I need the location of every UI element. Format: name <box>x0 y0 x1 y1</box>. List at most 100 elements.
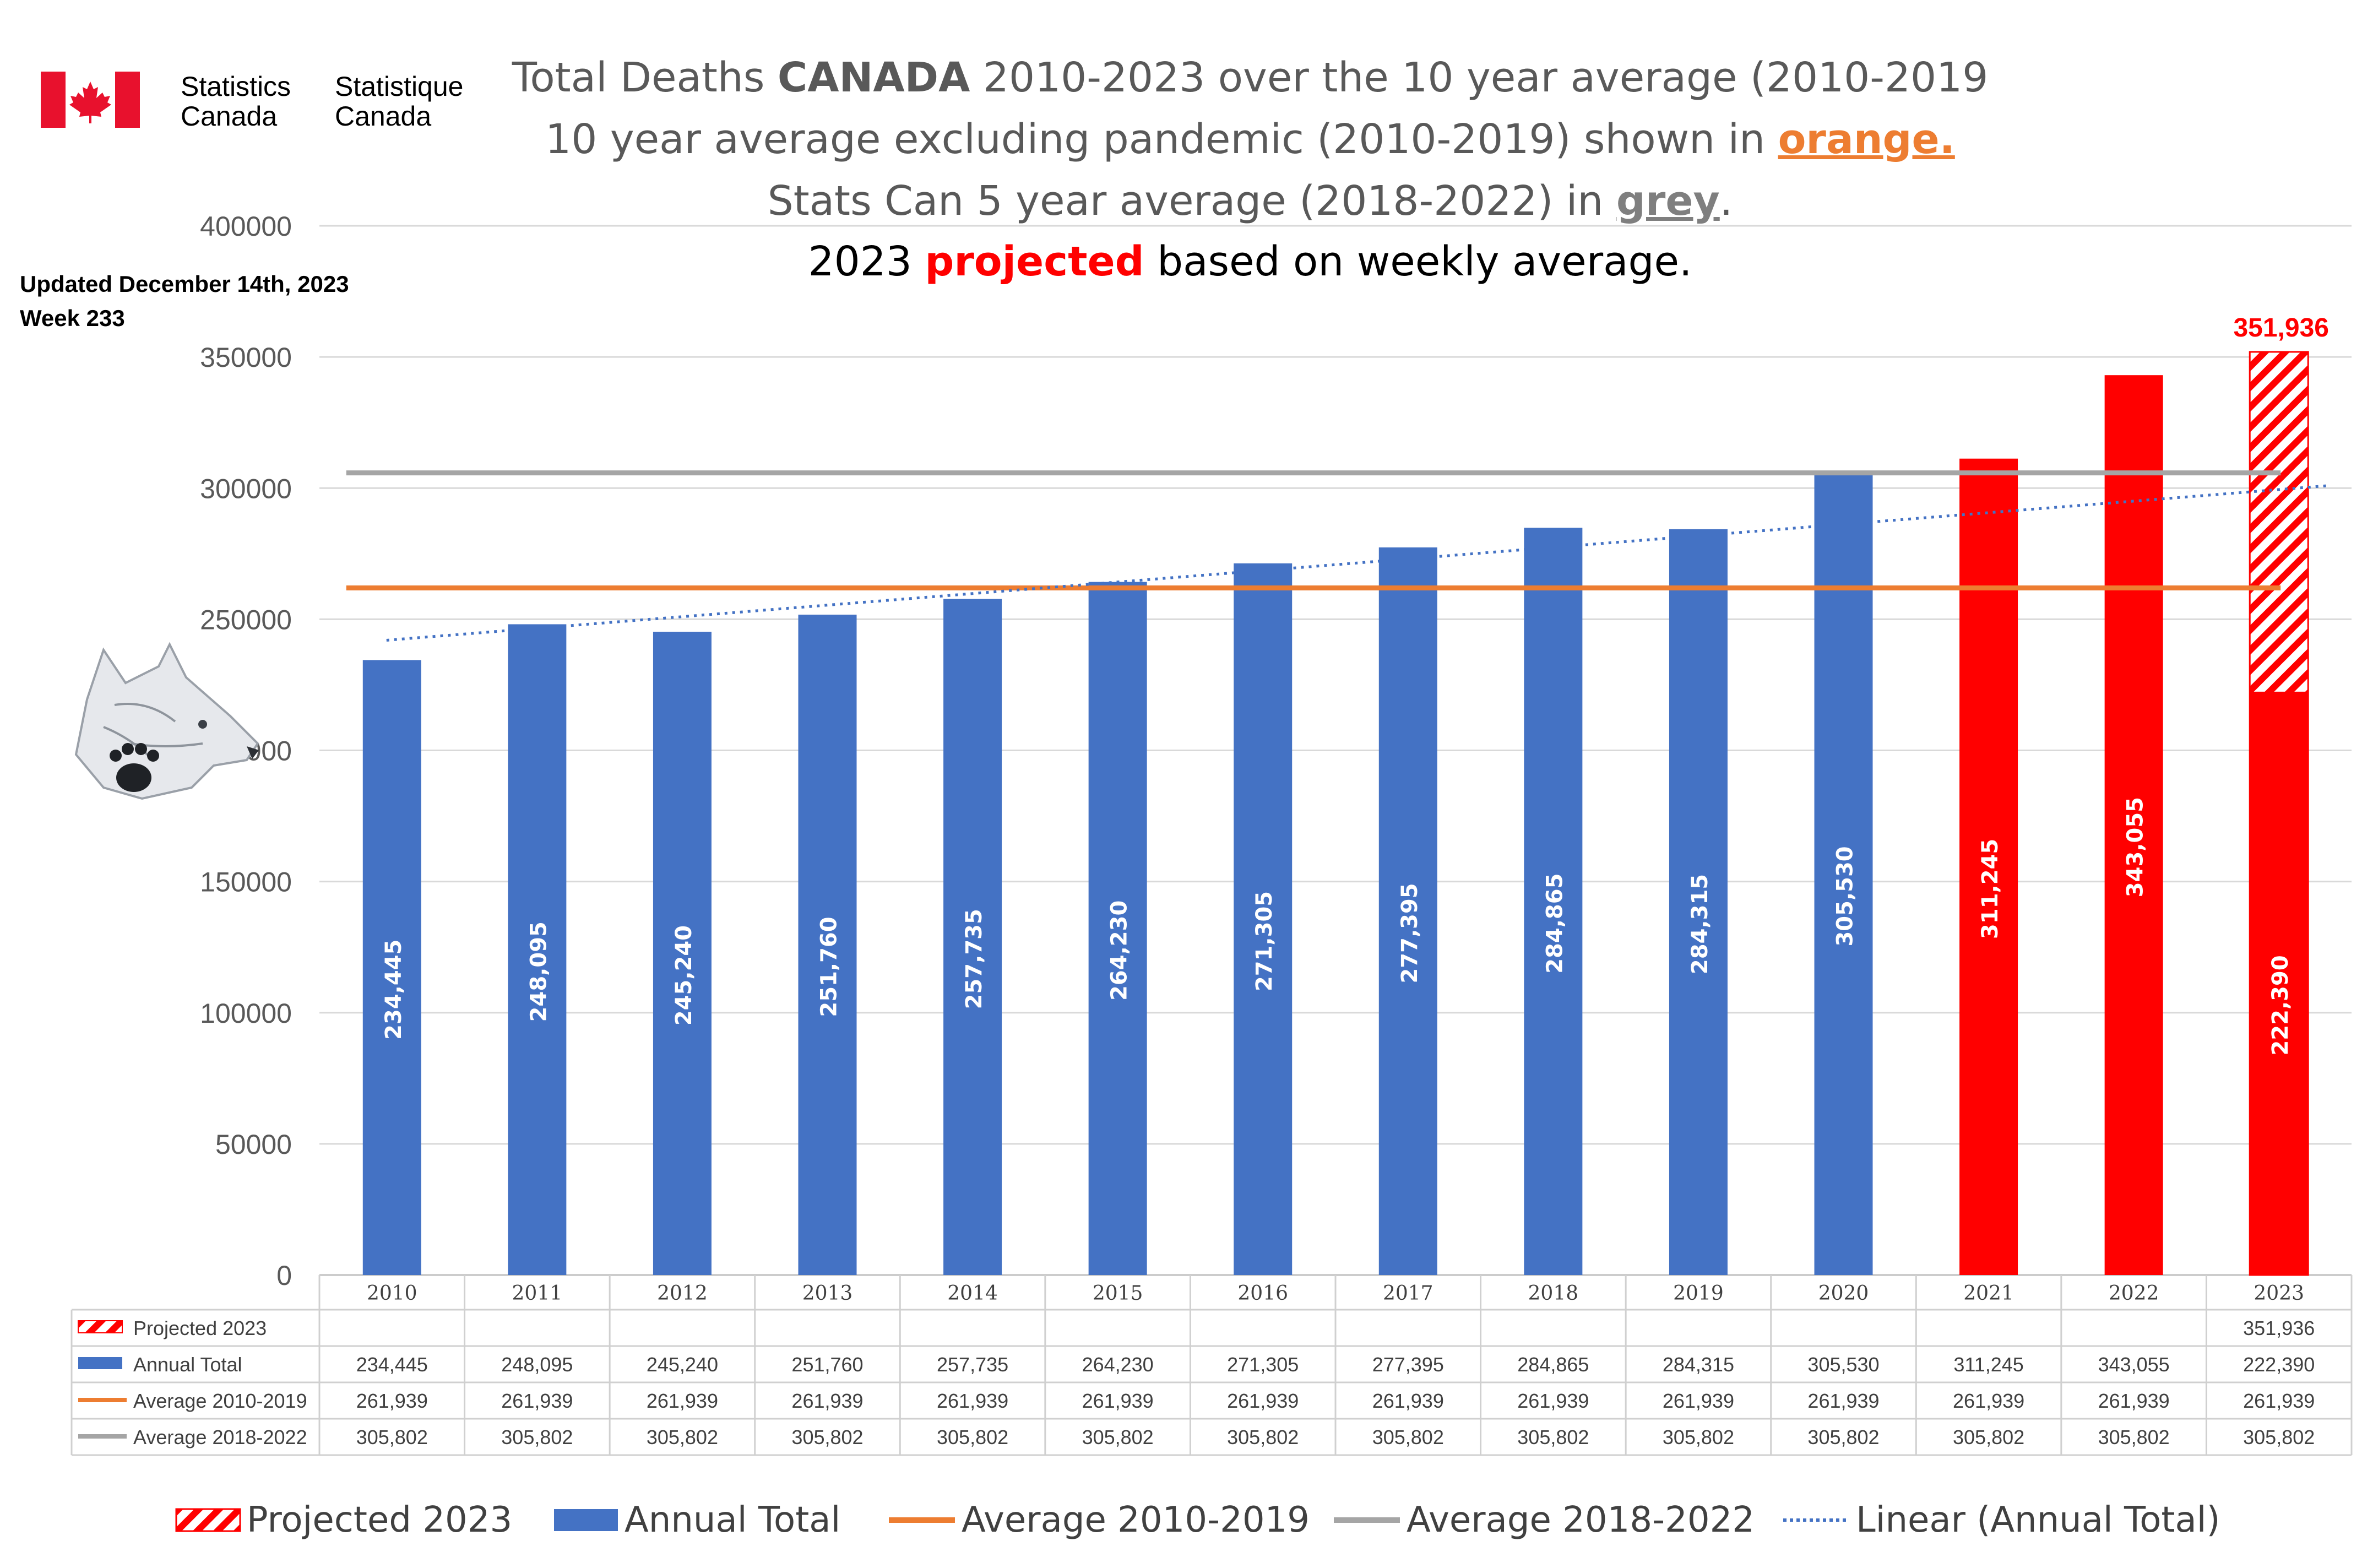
gridlines <box>319 225 2352 1276</box>
table-cell: 261,939 <box>2243 1390 2315 1412</box>
legend-label-projected: Projected 2023 <box>247 1500 513 1540</box>
y-tick-label: 250000 <box>200 604 292 635</box>
x-tick-label: 2018 <box>1528 1282 1579 1305</box>
table-cell: 261,939 <box>647 1390 718 1412</box>
title-line-3-start: Stats Can 5 year average (2018-2022) in <box>767 177 1616 225</box>
bars <box>362 351 2309 1276</box>
bar-value-label: 248,095 <box>526 921 551 1022</box>
bar-value-label: 222,390 <box>2268 955 2293 1055</box>
table-cell: 305,802 <box>1372 1426 1444 1448</box>
table-cell: 261,939 <box>1953 1390 2024 1412</box>
bar-value-label: 257,735 <box>962 909 987 1009</box>
legend: Projected 2023 Annual Total Average 2010… <box>0 1495 2362 1545</box>
bar-value-label: 343,055 <box>2123 797 2148 897</box>
y-tick-label: 0 <box>276 1260 292 1291</box>
bar-2016 <box>1234 563 1293 1275</box>
title-line-2-start: 10 year average excluding pandemic (2010… <box>545 116 1778 163</box>
legend-label-avg-5yr: Average 2018-2022 <box>1407 1500 1755 1540</box>
title-line-3-end: . <box>1719 177 1733 225</box>
table-cell: 305,802 <box>1663 1426 1734 1448</box>
x-tick-label: 2015 <box>1093 1282 1143 1305</box>
statcan-en-line2: Canada <box>181 101 278 132</box>
table-cell: 305,802 <box>1517 1426 1589 1448</box>
table-row-header: Projected 2023 <box>133 1317 267 1339</box>
bar-2019 <box>1669 529 1728 1275</box>
updated-date: Updated December 14th, 2023 <box>20 271 349 297</box>
y-axis-ticks: 0500001000001500002000002500003000003500… <box>200 211 292 1291</box>
statcan-english-wordmark: Statistics Canada <box>181 72 291 131</box>
table-cell: 351,936 <box>2243 1317 2315 1339</box>
table-cell: 261,939 <box>501 1390 573 1412</box>
table-cell: 251,760 <box>791 1353 863 1376</box>
bar-2020 <box>1814 473 1873 1276</box>
x-tick-label: 2016 <box>1237 1282 1288 1305</box>
x-tick-label: 2012 <box>657 1282 708 1305</box>
table-cell: 284,865 <box>1517 1353 1589 1376</box>
bar-value-label: 234,445 <box>381 940 406 1040</box>
chart-plot-area: 0500001000001500002000002500003000003500… <box>70 211 2353 1456</box>
title-line-2: 10 year average excluding pandemic (2010… <box>479 116 2021 163</box>
title-line-1-end: 2010-2023 over the 10 year average (2010… <box>970 54 1989 101</box>
canada-flag-icon <box>41 72 140 128</box>
table-cell: 305,802 <box>356 1426 428 1448</box>
table-cell: 284,315 <box>1663 1353 1734 1376</box>
table-cell: 311,245 <box>1953 1353 2023 1376</box>
average-lines <box>346 470 2331 642</box>
x-tick-label: 2013 <box>802 1282 853 1305</box>
projected-2023-label: 351,936 <box>2233 313 2329 343</box>
x-tick-label: 2011 <box>512 1282 563 1305</box>
title-line-3: Stats Can 5 year average (2018-2022) in … <box>479 177 2021 225</box>
table-cell: 234,445 <box>356 1353 428 1376</box>
wolf-watermark-icon <box>74 642 259 800</box>
legend-swatch-dotted-line <box>1783 1518 1849 1522</box>
legend-label-annual: Annual Total <box>625 1500 841 1540</box>
title-projected-word: projected <box>925 238 1144 285</box>
bar-2017 <box>1378 547 1437 1276</box>
table-cell: 261,939 <box>937 1390 1008 1412</box>
legend-item-projected-2023: Projected 2023 <box>175 1495 512 1545</box>
data-table: 2010 2011 2012 2013 2014 2015 2016 2017 2018 2019… <box>70 1275 2353 1456</box>
bar-value-label: 277,395 <box>1397 883 1422 983</box>
table-cell: 261,939 <box>1372 1390 1444 1412</box>
table-cell: 257,735 <box>937 1353 1008 1376</box>
title-line-1-bold: CANADA <box>777 54 970 101</box>
statcan-fr-line1: Statistique <box>335 71 464 102</box>
title-line-1-start: Total Deaths <box>512 54 778 101</box>
x-tick-label: 2020 <box>1818 1282 1869 1305</box>
legend-swatch-hatched <box>175 1508 241 1532</box>
bar-2013 <box>798 614 857 1275</box>
table-cell: 261,939 <box>1517 1390 1589 1412</box>
bar-2011 <box>508 624 567 1275</box>
title-grey-word: grey <box>1616 177 1720 225</box>
table-cell: 261,939 <box>1082 1390 1154 1412</box>
bar-2018 <box>1524 528 1583 1275</box>
legend-label-trendline: Linear (Annual Total) <box>1856 1500 2220 1540</box>
bar-value-label: 311,245 <box>1978 839 2003 939</box>
legend-item-average-2018-2022: Average 2018-2022 <box>1333 1495 1755 1545</box>
table-cell: 305,802 <box>937 1426 1008 1448</box>
y-tick-label: 50000 <box>215 1129 292 1160</box>
x-tick-label: 2017 <box>1383 1282 1434 1305</box>
table-row-header: Annual Total <box>133 1353 242 1376</box>
y-tick-label: 350000 <box>200 342 292 373</box>
table-cell: 305,802 <box>791 1426 863 1448</box>
table-cell: 343,055 <box>2098 1353 2170 1376</box>
legend-item-trendline: Linear (Annual Total) <box>1782 1495 2220 1545</box>
table-cell: 261,939 <box>2098 1390 2170 1412</box>
table-cell: 264,230 <box>1082 1353 1154 1376</box>
bar-value-label: 245,240 <box>671 925 697 1026</box>
bar-value-label: 305,530 <box>1833 846 1858 946</box>
bar-2022 <box>2104 375 2163 1275</box>
table-cell: 248,095 <box>501 1353 573 1376</box>
x-tick-label: 2014 <box>947 1282 998 1305</box>
legend-swatch-orange-line <box>889 1517 955 1523</box>
x-tick-label: 2019 <box>1673 1282 1724 1305</box>
table-cell: 261,939 <box>791 1390 863 1412</box>
statcan-french-wordmark: Statistique Canada <box>335 72 463 131</box>
bar-value-label: 284,865 <box>1542 873 1567 974</box>
y-tick-label: 400000 <box>200 211 292 242</box>
y-tick-label: 300000 <box>200 473 292 504</box>
legend-item-average-2010-2019: Average 2010-2019 <box>888 1495 1310 1545</box>
table-cell: 305,802 <box>1227 1426 1299 1448</box>
